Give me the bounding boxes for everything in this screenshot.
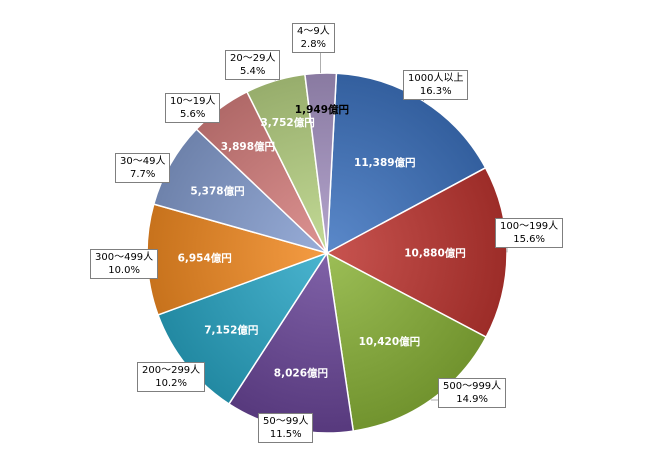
slice-callout: 20〜29人 5.4%: [225, 50, 281, 80]
pie-slice: [304, 72, 338, 254]
pie-slice: [326, 72, 487, 255]
callout-percent: 15.6%: [513, 234, 545, 245]
slice-callout: 300〜499人 10.0%: [90, 249, 159, 279]
callout-percent: 11.5%: [269, 429, 302, 440]
slice-value-label: 10,880億円: [404, 247, 466, 260]
callout-percent: 10.0%: [108, 265, 140, 276]
slice-callout: 200〜299人 10.2%: [137, 362, 206, 392]
slice-callout: 100〜199人 15.6%: [495, 218, 564, 248]
slice-value-label: 1,949億円: [295, 103, 349, 116]
slice-value-label: 5,378億円: [190, 185, 244, 198]
slice-callout: 50〜99人 11.5%: [258, 413, 314, 443]
callout-percent: 2.8%: [300, 39, 327, 50]
slice-value-label: 11,389億円: [354, 156, 416, 169]
callout-category: 10〜19人: [170, 96, 216, 107]
callout-category: 1000人以上: [408, 73, 464, 84]
callout-category: 4〜9人: [297, 26, 330, 37]
callout-category: 300〜499人: [95, 252, 154, 263]
callout-percent: 5.6%: [180, 109, 206, 120]
callout-category: 30〜49人: [120, 156, 166, 167]
callout-category: 500〜999人: [443, 381, 502, 392]
slice-callout: 30〜49人 7.7%: [115, 153, 171, 183]
slice-value-label: 7,152億円: [204, 323, 258, 336]
callout-percent: 16.3%: [419, 86, 452, 97]
callout-percent: 14.9%: [456, 394, 488, 405]
slice-value-label: 6,954億円: [178, 252, 232, 265]
callout-category: 20〜29人: [230, 53, 276, 64]
callout-category: 200〜299人: [142, 365, 201, 376]
slice-value-label: 3,752億円: [260, 116, 314, 129]
callout-percent: 5.4%: [240, 66, 266, 77]
slice-value-label: 10,420億円: [359, 335, 421, 348]
slice-callout: 1000人以上 16.3%: [403, 70, 469, 100]
slice-callout: 10〜19人 5.6%: [165, 93, 221, 123]
slice-callout: 4〜9人 2.8%: [292, 23, 335, 53]
slice-callout: 500〜999人 14.9%: [438, 378, 507, 408]
callout-category: 50〜99人: [263, 416, 309, 427]
callout-percent: 10.2%: [155, 378, 187, 389]
slice-value-label: 3,898億円: [221, 140, 275, 153]
callout-category: 100〜199人: [500, 221, 559, 232]
callout-percent: 7.7%: [130, 169, 156, 180]
slice-value-label: 8,026億円: [274, 367, 328, 380]
